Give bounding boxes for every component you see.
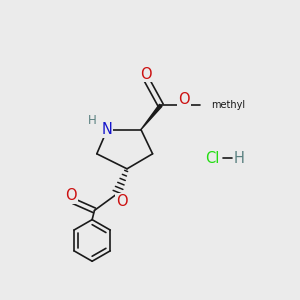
Text: H: H	[233, 151, 244, 166]
Text: O: O	[178, 92, 190, 107]
Text: O: O	[140, 67, 152, 82]
Text: N: N	[102, 122, 113, 137]
Polygon shape	[141, 104, 162, 130]
Text: methyl: methyl	[212, 100, 245, 110]
Text: O: O	[65, 188, 77, 203]
Text: O: O	[116, 194, 127, 209]
Text: H: H	[88, 114, 97, 127]
Text: Cl: Cl	[205, 151, 219, 166]
